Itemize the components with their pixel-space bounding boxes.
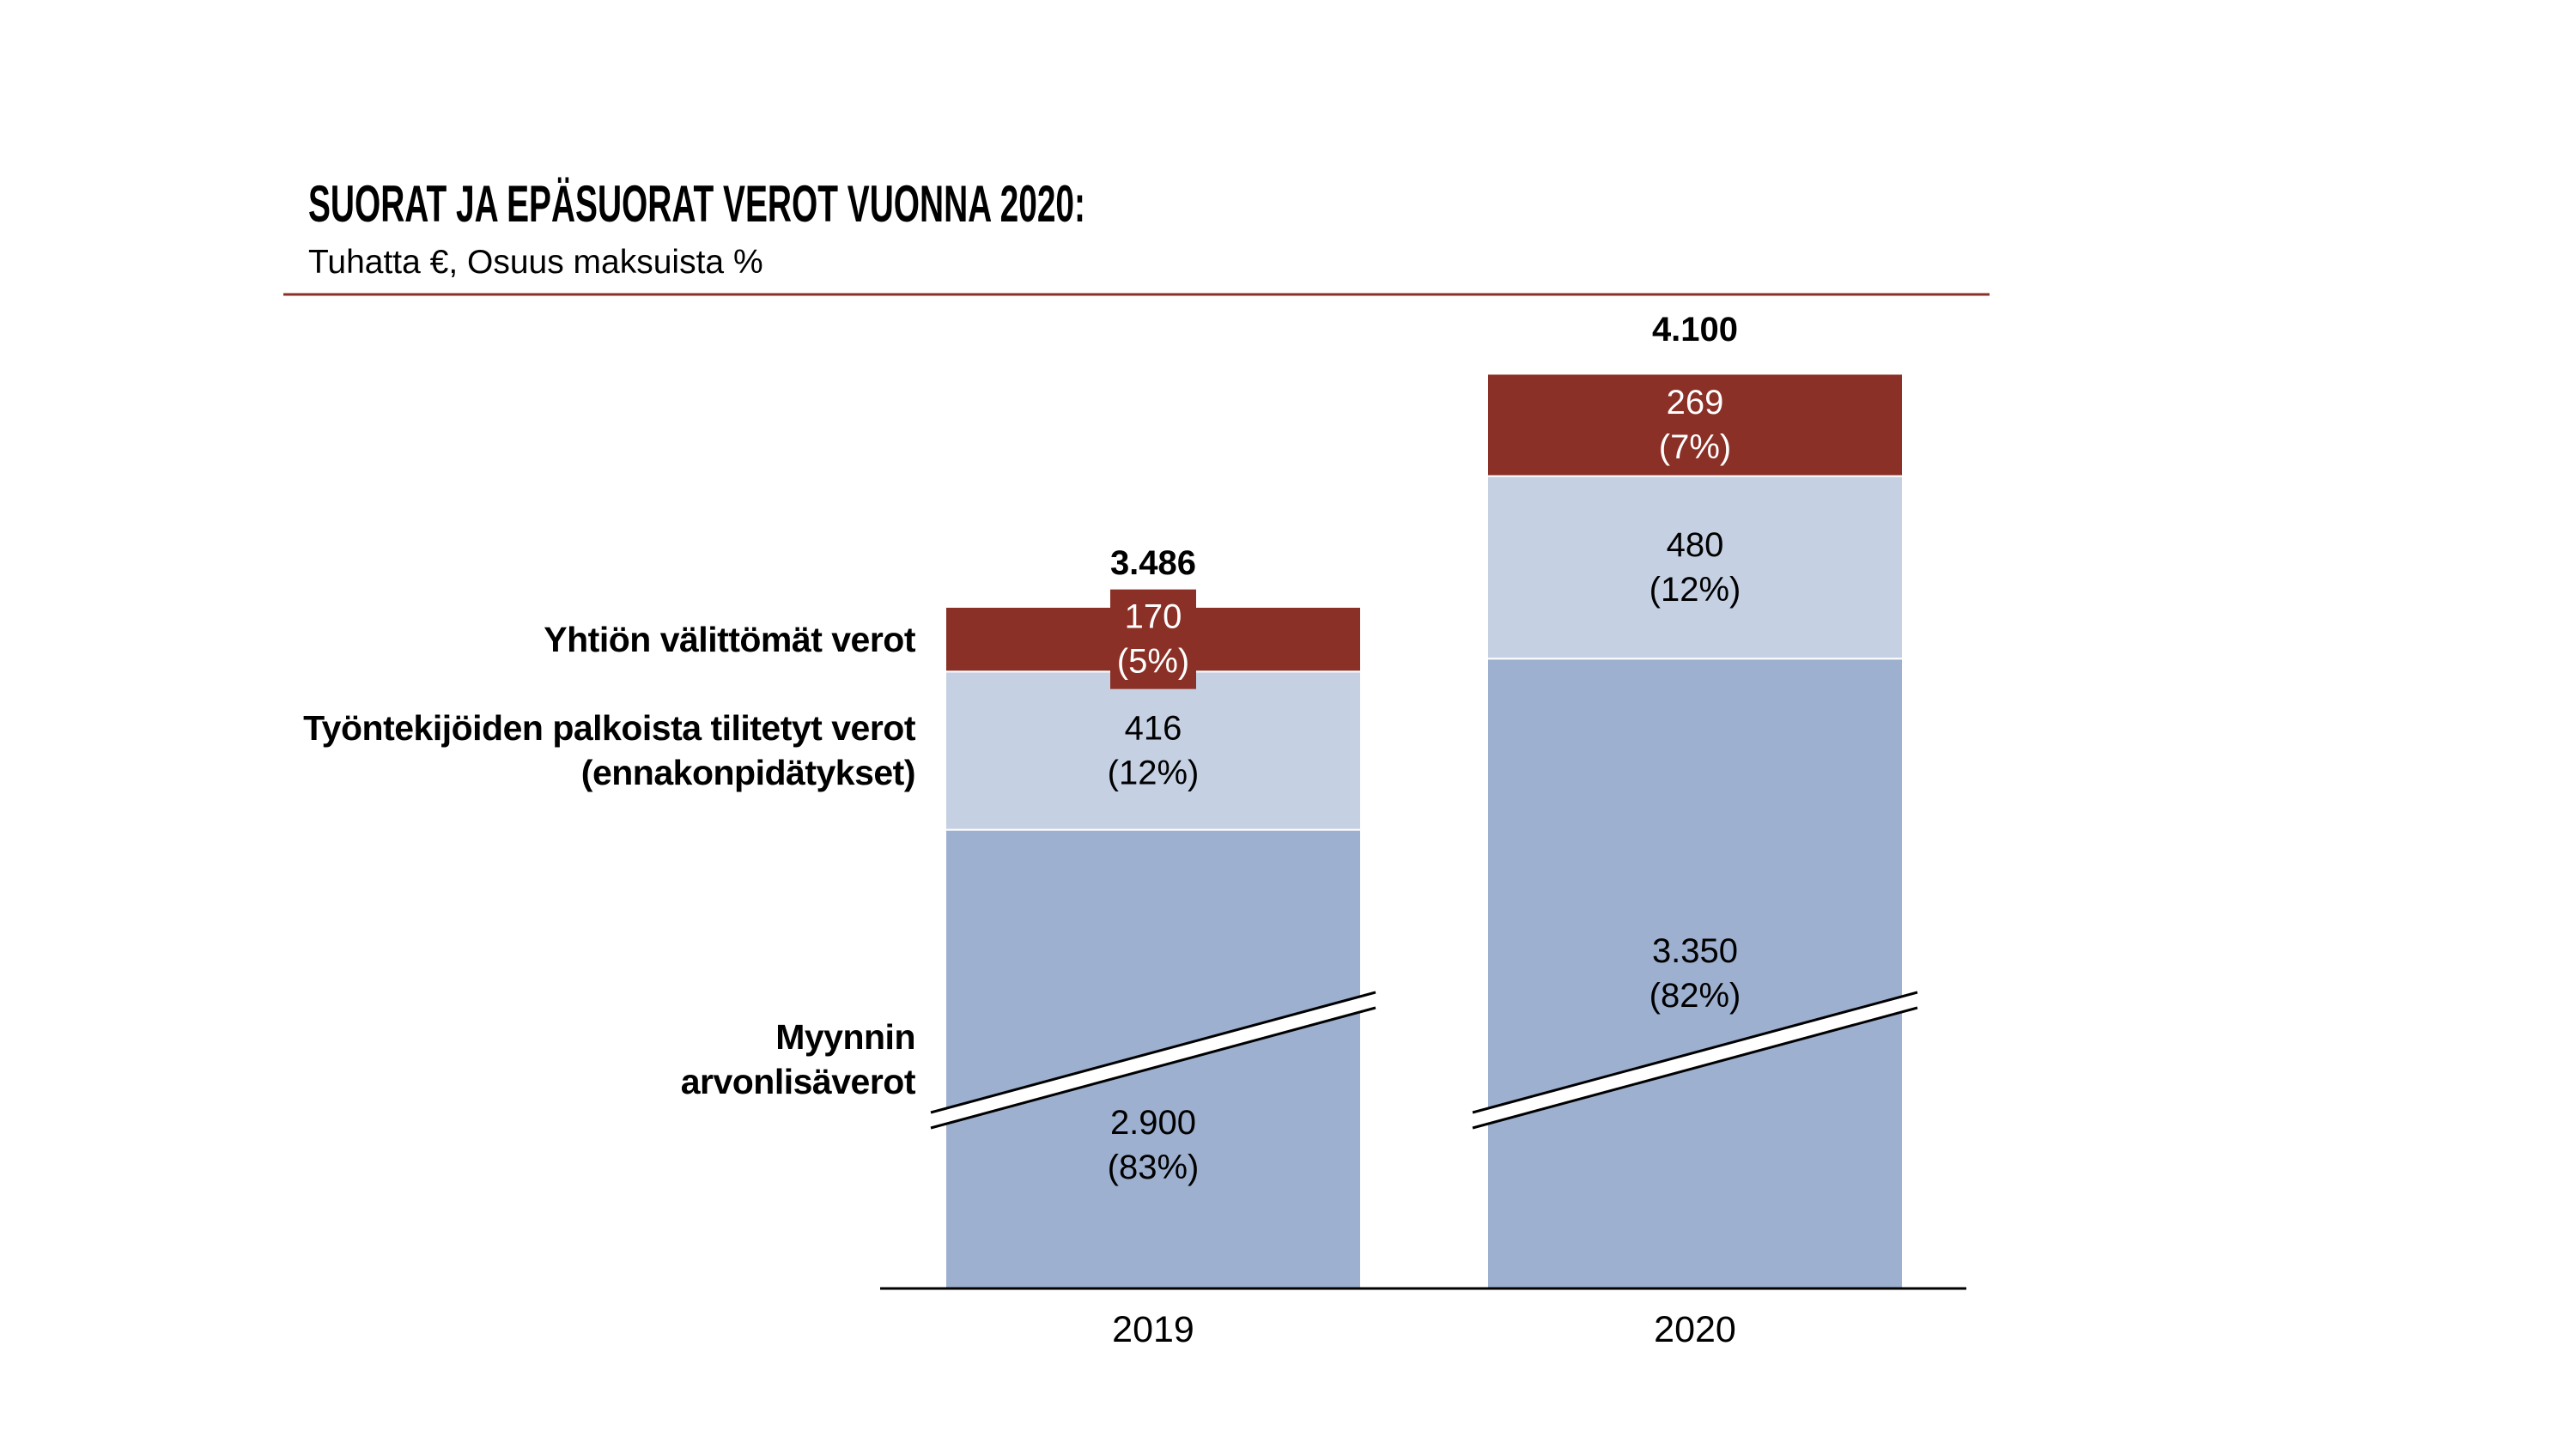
series-label: Myynnin arvonlisäverot — [680, 1016, 916, 1101]
x-tick-label: 2019 — [1112, 1309, 1194, 1350]
segment-share: (83%) — [1108, 1149, 1200, 1186]
axis-break-edge — [1472, 1006, 1918, 1130]
segment-share: (12%) — [1649, 571, 1741, 609]
axis-break — [1473, 992, 1917, 1128]
bar-segment — [1486, 373, 1904, 477]
label-background — [1110, 589, 1196, 689]
segment-label: 480 (12%) — [1649, 526, 1741, 609]
axis-break — [931, 992, 1376, 1128]
x-tick-label: 2020 — [1654, 1309, 1736, 1350]
segment-share: (5%) — [1117, 643, 1189, 681]
total-label: 3.486 — [1110, 544, 1196, 582]
segment-share: (7%) — [1659, 428, 1731, 466]
segment-value: 480 — [1667, 526, 1724, 564]
segment-label: 2.900 (83%) — [1108, 1104, 1200, 1186]
segment-value: 269 — [1667, 384, 1724, 421]
chart-title: SUORAT JA EPÄSUORAT VEROT VUONNA 2020: — [308, 175, 1085, 233]
bar-segment — [1486, 475, 1904, 660]
segment-value: 170 — [1125, 598, 1182, 636]
segment-share: (12%) — [1108, 754, 1200, 791]
segment-value: 3.350 — [1652, 932, 1738, 970]
axis-break-edge — [930, 991, 1376, 1114]
segment-label: 170 (5%) — [1117, 598, 1189, 681]
segment-share: (82%) — [1649, 977, 1741, 1015]
axis-break-edge — [1472, 991, 1918, 1114]
series-label: Työntekijöiden palkoista tilitetyt verot… — [303, 708, 915, 793]
axis-break-edge — [930, 1006, 1376, 1130]
bar-segment — [945, 670, 1362, 831]
series-label: Yhtiön välittömät verot — [544, 619, 915, 659]
segment-value: 416 — [1125, 709, 1182, 747]
segment-label: 3.350 (82%) — [1649, 932, 1741, 1015]
segment-value: 2.900 — [1110, 1104, 1196, 1142]
total-label: 4.100 — [1652, 311, 1738, 349]
segment-label: 269 (7%) — [1659, 384, 1731, 466]
chart-subtitle: Tuhatta €, Osuus maksuista % — [308, 244, 763, 281]
segment-label: 416 (12%) — [1108, 709, 1200, 791]
bar-segment — [1486, 658, 1904, 1289]
